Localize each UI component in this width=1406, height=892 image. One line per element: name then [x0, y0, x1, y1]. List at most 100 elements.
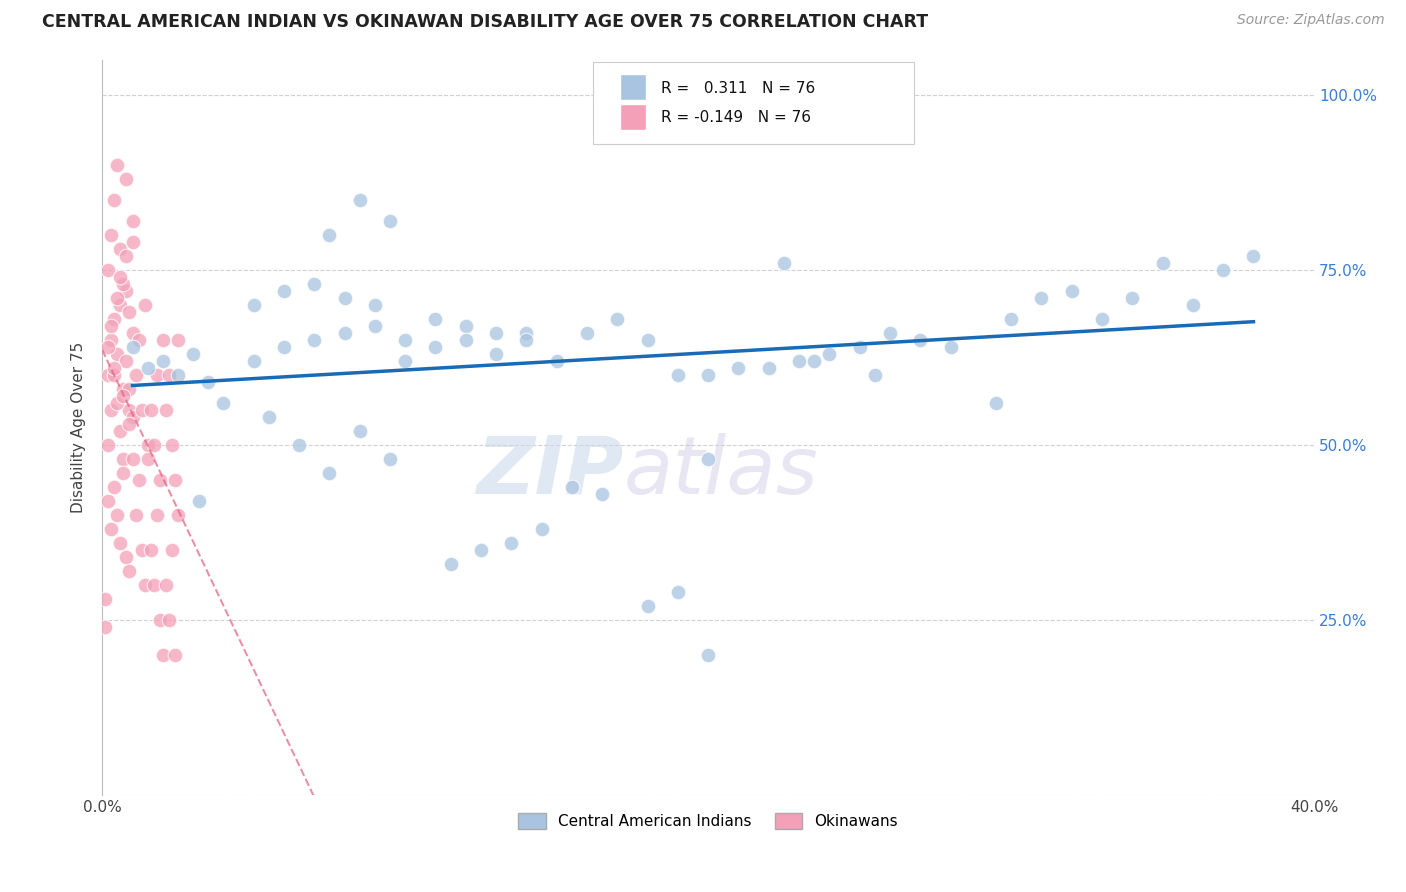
- Point: [515, 326, 537, 340]
- Point: [128, 473, 150, 487]
- Point: [145, 368, 167, 382]
- Point: [105, 508, 128, 522]
- Point: [863, 368, 886, 382]
- Point: [167, 333, 190, 347]
- Point: [118, 417, 141, 431]
- Point: [152, 333, 174, 347]
- Point: [97, 340, 120, 354]
- Point: [242, 298, 264, 312]
- Point: [97, 494, 120, 508]
- Point: [485, 347, 508, 361]
- Point: [711, 122, 734, 136]
- Point: [121, 340, 143, 354]
- Point: [145, 508, 167, 522]
- Point: [110, 242, 132, 256]
- Point: [115, 171, 138, 186]
- Point: [121, 409, 143, 424]
- Point: [124, 368, 146, 382]
- Point: [394, 354, 416, 368]
- Point: [155, 578, 177, 592]
- Point: [115, 354, 138, 368]
- Point: [984, 396, 1007, 410]
- Point: [100, 403, 122, 417]
- Point: [606, 311, 628, 326]
- Point: [97, 438, 120, 452]
- Point: [105, 291, 128, 305]
- Point: [121, 214, 143, 228]
- FancyBboxPatch shape: [593, 62, 914, 145]
- Point: [212, 396, 235, 410]
- Point: [637, 333, 659, 347]
- Point: [131, 543, 153, 558]
- Point: [318, 466, 340, 480]
- Point: [118, 382, 141, 396]
- Point: [803, 354, 825, 368]
- Point: [425, 311, 447, 326]
- Point: [110, 269, 132, 284]
- Point: [501, 536, 523, 550]
- Point: [100, 318, 122, 333]
- Point: [425, 340, 447, 354]
- Point: [697, 368, 720, 382]
- Y-axis label: Disability Age Over 75: Disability Age Over 75: [72, 342, 86, 513]
- Point: [112, 277, 135, 291]
- Point: [304, 333, 326, 347]
- Point: [727, 360, 749, 375]
- Point: [1212, 262, 1234, 277]
- Text: Source: ZipAtlas.com: Source: ZipAtlas.com: [1237, 13, 1385, 28]
- Point: [454, 318, 477, 333]
- Point: [1181, 298, 1204, 312]
- Point: [115, 249, 138, 263]
- Point: [908, 333, 931, 347]
- Point: [134, 578, 156, 592]
- Point: [157, 613, 180, 627]
- Point: [115, 550, 138, 565]
- Point: [758, 360, 780, 375]
- Legend: Central American Indians, Okinawans: Central American Indians, Okinawans: [512, 807, 904, 836]
- Point: [530, 522, 553, 536]
- Point: [167, 368, 190, 382]
- Point: [561, 480, 583, 494]
- Point: [197, 375, 219, 389]
- FancyBboxPatch shape: [620, 74, 647, 100]
- Point: [879, 326, 901, 340]
- Point: [318, 227, 340, 242]
- Point: [188, 494, 211, 508]
- Point: [149, 473, 172, 487]
- Point: [304, 277, 326, 291]
- Point: [454, 333, 477, 347]
- Point: [112, 452, 135, 467]
- Point: [94, 620, 117, 634]
- Point: [118, 403, 141, 417]
- Point: [637, 599, 659, 614]
- Point: [163, 473, 186, 487]
- Point: [394, 333, 416, 347]
- Point: [110, 298, 132, 312]
- Point: [1091, 311, 1114, 326]
- Point: [103, 193, 125, 207]
- FancyBboxPatch shape: [620, 103, 647, 130]
- Point: [100, 333, 122, 347]
- Point: [651, 122, 673, 136]
- Point: [121, 235, 143, 249]
- Point: [378, 214, 401, 228]
- Text: CENTRAL AMERICAN INDIAN VS OKINAWAN DISABILITY AGE OVER 75 CORRELATION CHART: CENTRAL AMERICAN INDIAN VS OKINAWAN DISA…: [42, 13, 928, 31]
- Point: [124, 508, 146, 522]
- Point: [666, 368, 689, 382]
- Point: [773, 256, 796, 270]
- Text: R = -0.149   N = 76: R = -0.149 N = 76: [661, 111, 811, 126]
- Point: [257, 409, 280, 424]
- Point: [157, 368, 180, 382]
- Point: [621, 122, 644, 136]
- Point: [131, 403, 153, 417]
- Point: [152, 648, 174, 663]
- Point: [160, 543, 183, 558]
- Point: [112, 389, 135, 403]
- Point: [1060, 284, 1083, 298]
- Point: [136, 452, 159, 467]
- Point: [105, 347, 128, 361]
- Point: [103, 360, 125, 375]
- Point: [128, 333, 150, 347]
- Point: [939, 340, 962, 354]
- Point: [1121, 291, 1143, 305]
